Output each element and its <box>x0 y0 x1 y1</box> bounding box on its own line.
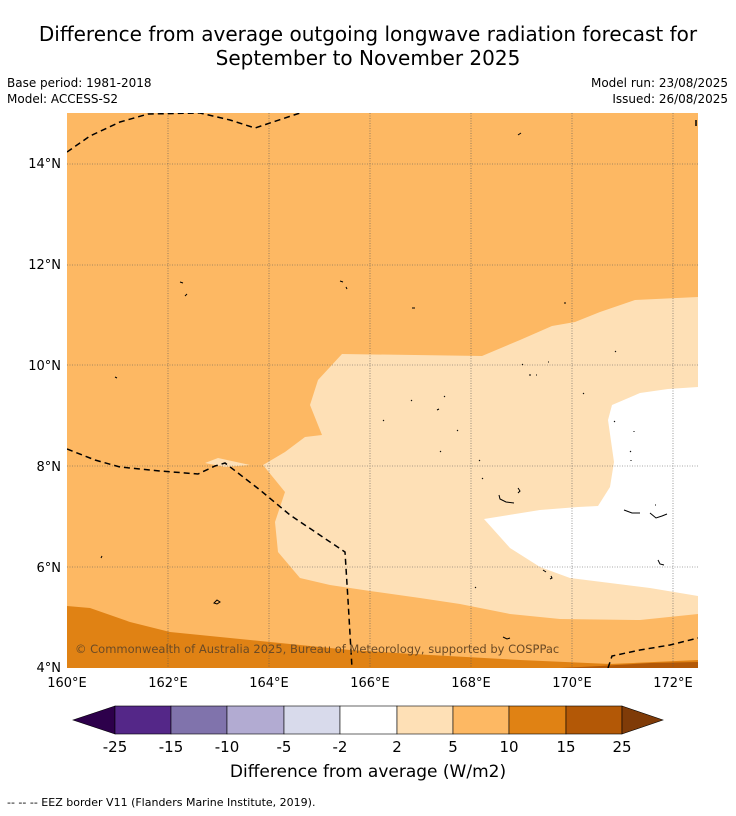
colorbar-bin-1 <box>114 705 172 735</box>
island <box>339 280 348 290</box>
lon-axis-labels: 160°E 162°E 164°E 166°E 168°E 170°E 172°… <box>47 676 693 691</box>
lon-label-168: 168°E <box>451 676 491 691</box>
island <box>100 555 103 559</box>
eez-border-southeast <box>607 637 698 668</box>
colorbar-tick-10: 25 <box>612 738 631 756</box>
field-15-25 <box>560 662 698 668</box>
lat-label-12: 12°N <box>28 258 61 273</box>
field-neutral <box>484 387 698 596</box>
island <box>498 487 521 504</box>
gridlines <box>67 113 698 668</box>
lon-label-166: 166°E <box>350 676 390 691</box>
colorbar-bin-2 <box>170 705 228 735</box>
colorbar-tick-2: -15 <box>159 738 184 756</box>
colorbar-tick-5: -2 <box>333 738 348 756</box>
meta-left: Base period: 1981-2018 Model: ACCESS-S2 <box>7 75 152 107</box>
island <box>474 586 477 589</box>
colorbar-tick-3: -10 <box>215 738 240 756</box>
lat-label-10: 10°N <box>28 359 61 374</box>
field-notch <box>205 458 250 467</box>
title-line-1: Difference from average outgoing longwav… <box>38 22 698 46</box>
colorbar-tick-6: 2 <box>392 738 402 756</box>
colorbar-label: Difference from average (W/m2) <box>229 762 507 782</box>
lon-label-162: 162°E <box>148 676 188 691</box>
island <box>542 559 665 580</box>
colorbar-bin-8 <box>508 705 567 735</box>
map-plot-area: © Commonwealth of Australia 2025, Bureau… <box>67 113 698 668</box>
island <box>517 132 522 136</box>
eez-border-central <box>67 448 353 668</box>
lat-label-14: 14°N <box>28 157 61 172</box>
field-10-15 <box>67 606 698 668</box>
copyright-notice: © Commonwealth of Australia 2025, Bureau… <box>75 642 559 656</box>
island <box>502 636 511 640</box>
colorbar-bin-4 <box>283 705 341 735</box>
issued-date: Issued: 26/08/2025 <box>612 92 728 106</box>
colorbar-bin-5 <box>339 705 398 735</box>
colorbar-tick-1: -25 <box>103 738 128 756</box>
lat-label-8: 8°N <box>37 460 62 475</box>
island <box>521 350 617 395</box>
lon-label-164: 164°E <box>249 676 289 691</box>
colorbar-tick-9: 15 <box>556 738 575 756</box>
islands <box>100 132 668 640</box>
eez-borders <box>67 113 698 668</box>
lat-axis-labels: 4°N 6°N 8°N 10°N 12°N 14°N <box>28 157 61 676</box>
base-period: Base period: 1981-2018 <box>7 76 152 90</box>
colorbar-bin-9 <box>565 705 623 735</box>
lon-label-160: 160°E <box>47 676 87 691</box>
colorbar <box>72 705 664 735</box>
colorbar-tick-7: 5 <box>448 738 458 756</box>
colorbar-above-max <box>621 705 664 735</box>
colorbar-tick-4: -5 <box>277 738 292 756</box>
meta-right: Model run: 23/08/2025 Issued: 26/08/2025 <box>591 75 728 107</box>
colorbar-below-min <box>72 705 116 735</box>
island <box>114 376 118 379</box>
island <box>179 281 188 297</box>
lat-label-6: 6°N <box>37 561 62 576</box>
lon-label-170: 170°E <box>552 676 592 691</box>
island <box>213 599 221 605</box>
island <box>382 395 635 432</box>
colorbar-tick-8: 10 <box>499 738 518 756</box>
colorbar-ticks: -25 -15 -10 -5 -2 2 5 10 15 25 <box>103 738 632 756</box>
colorbar-bin-7 <box>452 705 510 735</box>
map-title: Difference from average outgoing longwav… <box>0 22 736 70</box>
title-line-2: September to November 2025 <box>215 46 521 70</box>
eez-footnote: -- -- -- EEZ border V11 (Flanders Marine… <box>7 796 316 809</box>
model-name: Model: ACCESS-S2 <box>7 92 119 106</box>
lon-label-172: 172°E <box>653 676 693 691</box>
colorbar-bin-6 <box>396 705 454 735</box>
island <box>439 450 632 480</box>
lat-label-4: 4°N <box>37 661 62 676</box>
island <box>623 504 668 519</box>
model-run: Model run: 23/08/2025 <box>590 76 728 90</box>
colorbar-bin-3 <box>226 705 285 735</box>
eez-border-north <box>67 113 301 153</box>
